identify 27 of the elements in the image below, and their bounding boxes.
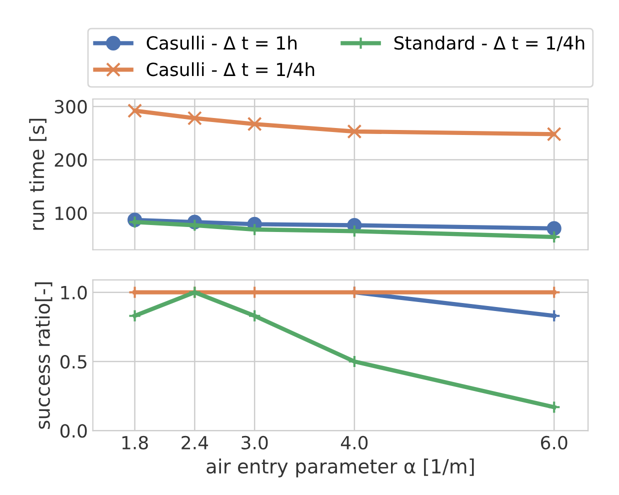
point (247, 116, 262, 132)
x-axis-title: air entry parameter α [1/m] (206, 458, 474, 478)
y-tick-label: 200 (54, 153, 87, 167)
legend-label: Casulli - Δ t = 1h (146, 36, 297, 50)
y-axis-title: success ratio[-] (34, 282, 52, 429)
x-tick-label: 6.0 (541, 436, 568, 450)
point (128, 309, 142, 322)
point (248, 309, 262, 322)
x-tick-label: 3.0 (242, 436, 268, 450)
legend-label: Casulli - Δ t = 1/4h (146, 62, 314, 78)
x-tick-label: 4.0 (340, 436, 368, 450)
y-tick-label: 1.0 (61, 286, 87, 300)
y-tick-label: 0.5 (60, 354, 86, 369)
point (348, 354, 362, 368)
y-tick-label: 300 (54, 100, 87, 114)
y-tick-label: 100 (56, 206, 87, 220)
x-tick-label: 1.8 (122, 436, 148, 450)
point (546, 126, 562, 142)
legend-label: Standard - Δ t = 1/4h (394, 36, 584, 52)
y-tick-label: 0.0 (60, 424, 87, 438)
y-axis-title: run time [s] (29, 118, 46, 230)
point (347, 124, 362, 139)
point (548, 400, 561, 414)
x-tick-label: 2.4 (182, 436, 208, 450)
point (187, 110, 202, 126)
point (127, 103, 142, 118)
point (546, 221, 562, 236)
